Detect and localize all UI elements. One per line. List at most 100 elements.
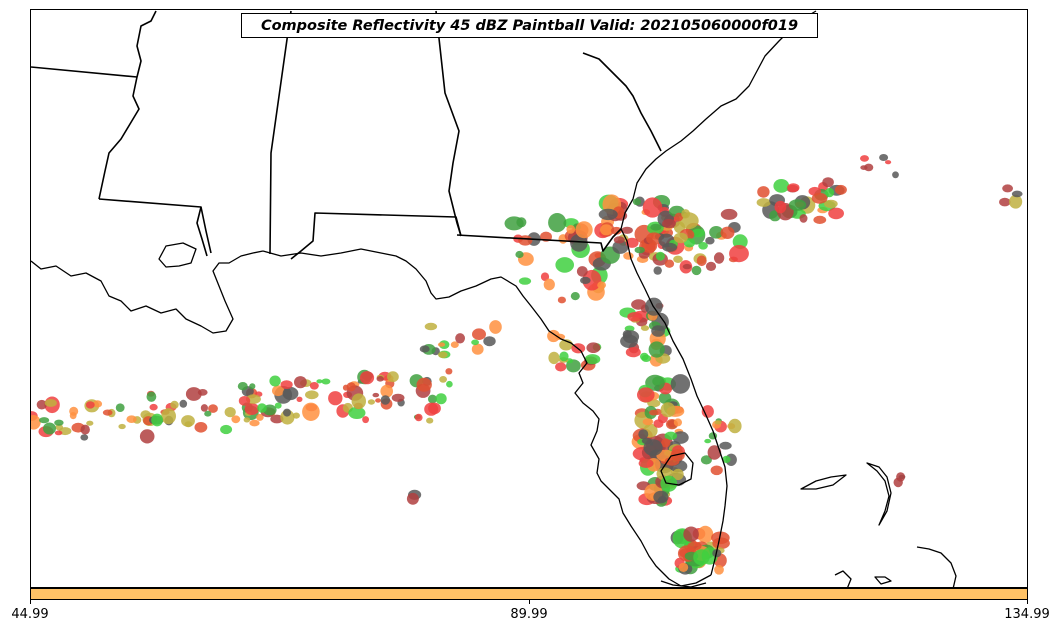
paintball-cell — [416, 377, 432, 392]
paintball-cell — [43, 422, 56, 435]
paintball-cell — [824, 199, 838, 209]
paintball-cell — [799, 214, 808, 223]
paintball-cell — [359, 371, 375, 385]
coast-bahamas-3 — [916, 546, 957, 587]
paintball-cell — [439, 376, 447, 383]
paintball-cell — [257, 403, 267, 413]
paintball-cell — [406, 492, 419, 505]
paintball-cell — [720, 226, 735, 239]
paintball-cell — [548, 213, 567, 233]
state-borders — [31, 10, 662, 260]
paintball-cell — [720, 208, 738, 220]
paintball-cell — [697, 525, 714, 544]
reflectivity-paintballs — [31, 154, 1023, 575]
paintball-cell — [658, 392, 672, 404]
paintball-cell — [348, 406, 366, 419]
paintball-cell — [698, 242, 708, 250]
paintball-cell — [642, 197, 663, 218]
paintball-cell — [705, 261, 717, 271]
paintball-cell — [632, 198, 642, 206]
paintball-cell — [194, 422, 208, 433]
paintball-cell — [170, 400, 179, 409]
paintball-cell — [813, 215, 827, 224]
paintball-cell — [471, 343, 484, 355]
paintball-cell — [643, 439, 663, 456]
coast-keys — [660, 580, 707, 587]
paintball-cell — [351, 393, 366, 410]
paintball-cell — [85, 401, 95, 409]
paintball-cell — [272, 385, 285, 397]
paintball-cell — [115, 403, 125, 413]
paintball-cell — [879, 154, 889, 161]
paintball-cell — [649, 409, 659, 416]
paintball-cell — [757, 186, 770, 198]
paintball-cell — [321, 378, 331, 385]
border-pearl-river — [196, 206, 208, 257]
paintball-cell — [185, 387, 202, 401]
paintball-cell — [126, 415, 137, 424]
paintball-cell — [896, 472, 906, 482]
colorbar-tick-min — [30, 600, 31, 604]
paintball-cell — [309, 382, 319, 390]
paintball-cell — [672, 468, 684, 481]
paintball-cell — [445, 368, 453, 375]
paintball-cell — [424, 322, 438, 331]
paintball-cell — [237, 382, 248, 391]
paintball-cell — [200, 404, 208, 412]
paintball-cell — [151, 413, 164, 427]
paintball-cell — [622, 330, 640, 344]
paintball-cell — [54, 419, 64, 426]
lake-okeechobee — [660, 452, 694, 486]
paintball-cell — [678, 562, 689, 573]
paintball-cell — [419, 345, 430, 353]
paintball-cell — [787, 183, 800, 193]
paintball-cell — [700, 455, 712, 465]
paintball-cell — [625, 237, 639, 248]
paintball-cell — [559, 351, 569, 362]
paintball-cell — [274, 402, 282, 409]
paintball-cell — [670, 374, 691, 394]
paintball-cell — [283, 408, 291, 417]
coast-bahamas-4 — [834, 570, 852, 587]
paintball-cell — [450, 341, 459, 349]
paintball-cell — [999, 197, 1011, 207]
paintball-cell — [693, 549, 710, 566]
paintball-cell — [269, 375, 281, 387]
border-la-ms — [98, 198, 212, 254]
paintball-cell — [625, 347, 641, 358]
paintball-cell — [638, 429, 649, 440]
paintball-cell — [80, 434, 89, 441]
paintball-cell — [825, 187, 835, 198]
paintball-cell — [673, 255, 683, 263]
paintball-cell — [220, 424, 233, 435]
paintball-cell — [328, 391, 343, 406]
paintball-cell — [414, 413, 423, 422]
paintball-cell — [1011, 190, 1023, 198]
paintball-cell — [674, 212, 684, 222]
paintball-cell — [570, 292, 580, 301]
paintball-cell — [623, 252, 634, 260]
paintball-cell — [438, 351, 448, 359]
paintball-cell — [387, 371, 399, 383]
border-sc-ga — [582, 52, 662, 152]
paintball-cell — [828, 207, 844, 220]
paintball-cell — [428, 394, 437, 404]
paintball-cell — [598, 208, 618, 221]
paintball-cell — [711, 531, 730, 545]
paintball-cell — [648, 341, 665, 358]
paintball-cell — [380, 384, 394, 398]
paintball-cell — [728, 418, 742, 434]
paintball-cell — [139, 429, 155, 444]
paintball-cell — [662, 218, 676, 229]
border-ar-la — [31, 66, 138, 78]
paintball-cell — [682, 263, 692, 270]
border-ga-fl — [456, 228, 622, 252]
paintball-cell — [224, 407, 236, 418]
paintball-cell — [634, 246, 645, 254]
paintball-cell — [555, 257, 574, 273]
paintball-cell — [86, 420, 94, 426]
paintball-cell — [149, 403, 158, 411]
paintball-cell — [756, 198, 771, 207]
paintball-cell — [653, 490, 669, 504]
paintball-cell — [664, 431, 678, 440]
